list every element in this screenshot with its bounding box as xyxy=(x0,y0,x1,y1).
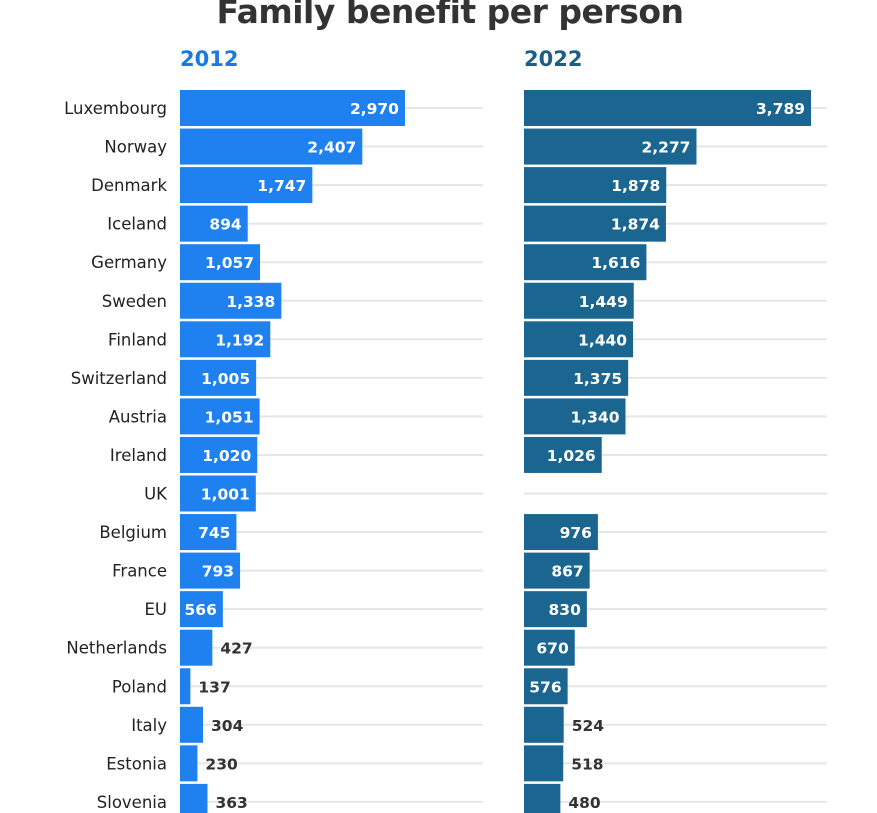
data-label: 793 xyxy=(202,563,234,581)
category-label: France xyxy=(112,562,167,581)
data-label: 518 xyxy=(571,755,603,773)
bar-2022 xyxy=(524,436,602,473)
bar-2022 xyxy=(524,398,626,435)
bar-2012 xyxy=(180,436,258,473)
bar-2022 xyxy=(524,244,647,281)
data-label: 304 xyxy=(211,717,244,735)
bar-2012 xyxy=(180,244,261,281)
data-label: 566 xyxy=(185,601,217,619)
data-label: 670 xyxy=(536,640,569,658)
bar-2012 xyxy=(180,783,208,813)
data-label: 230 xyxy=(205,755,238,773)
data-label: 1,020 xyxy=(202,447,251,465)
data-label: 1,338 xyxy=(226,293,275,311)
bar-2012 xyxy=(180,205,248,242)
bar-2022 xyxy=(524,552,590,589)
category-label: Slovenia xyxy=(97,793,167,812)
bar-2012 xyxy=(180,629,213,666)
bar-2012 xyxy=(180,282,282,319)
data-label: 745 xyxy=(198,524,230,542)
data-label: 1,340 xyxy=(570,408,619,426)
data-label: 2,277 xyxy=(641,139,690,157)
data-label: 1,375 xyxy=(573,370,622,388)
category-label: Austria xyxy=(109,407,167,426)
data-label: 363 xyxy=(215,794,247,812)
bar-2022 xyxy=(524,128,697,165)
bar-2012 xyxy=(180,167,313,204)
bar-2012 xyxy=(180,90,405,126)
category-label: Estonia xyxy=(106,754,167,773)
data-label: 1,005 xyxy=(201,370,250,388)
category-label: Norway xyxy=(104,138,167,157)
category-label: Denmark xyxy=(91,176,167,195)
data-label: 480 xyxy=(568,794,601,812)
bar-2022 xyxy=(524,668,568,705)
data-label: 3,789 xyxy=(756,100,805,118)
data-label: 1,192 xyxy=(215,331,264,349)
data-label: 2,407 xyxy=(307,139,356,157)
category-label: UK xyxy=(144,485,168,504)
bar-2012 xyxy=(180,745,198,782)
bar-2022 xyxy=(524,167,667,204)
data-label: 1,057 xyxy=(205,254,254,272)
category-label: Ireland xyxy=(110,446,167,465)
data-label: 1,449 xyxy=(579,293,628,311)
bar-2022 xyxy=(524,514,598,551)
data-label: 524 xyxy=(572,717,605,735)
category-label: Iceland xyxy=(107,215,167,234)
bar-2012 xyxy=(180,398,260,435)
data-label: 1,440 xyxy=(578,331,627,349)
category-label: Germany xyxy=(91,253,167,272)
bar-2022 xyxy=(524,90,812,126)
bar-2012 xyxy=(180,668,191,705)
bar-2022 xyxy=(524,783,561,813)
data-label: 867 xyxy=(551,563,583,581)
data-label: 1,051 xyxy=(205,408,254,426)
bar-2012 xyxy=(180,706,204,743)
data-label: 1,026 xyxy=(547,447,596,465)
category-label: Finland xyxy=(108,330,167,349)
bar-2012 xyxy=(180,321,271,358)
panel-title-2012: 2012 xyxy=(180,47,239,71)
category-label: EU xyxy=(144,600,167,619)
bar-2012 xyxy=(180,552,241,589)
bar-2012 xyxy=(180,128,363,165)
bar-2022 xyxy=(524,205,666,242)
bar-2012 xyxy=(180,514,237,551)
data-label: 1,874 xyxy=(611,216,660,234)
panel-title-2022: 2022 xyxy=(524,47,583,71)
data-label: 2,970 xyxy=(350,100,399,118)
bar-2022 xyxy=(524,321,634,358)
data-label: 976 xyxy=(560,524,592,542)
bar-2012 xyxy=(180,475,256,512)
data-label: 427 xyxy=(220,640,252,658)
category-label: Netherlands xyxy=(66,639,167,658)
chart-title: Family benefit per person xyxy=(216,0,684,31)
data-label: 576 xyxy=(529,678,561,696)
category-label: Switzerland xyxy=(71,369,167,388)
category-label: Luxembourg xyxy=(64,99,167,118)
data-label: 830 xyxy=(549,601,582,619)
data-label: 1,878 xyxy=(611,177,660,195)
bar-2022 xyxy=(524,706,564,743)
category-label: Sweden xyxy=(102,292,167,311)
bar-2022 xyxy=(524,359,629,396)
data-label: 137 xyxy=(198,678,230,696)
bar-2022 xyxy=(524,629,575,666)
bar-2022 xyxy=(524,282,634,319)
category-label: Italy xyxy=(131,716,167,735)
bar-2022 xyxy=(524,591,587,628)
data-label: 894 xyxy=(209,216,242,234)
bar-2022 xyxy=(524,745,564,782)
data-label: 1,001 xyxy=(201,486,250,504)
data-label: 1,747 xyxy=(257,177,306,195)
data-label: 1,616 xyxy=(591,254,640,272)
bar-2012 xyxy=(180,591,223,628)
bar-2012 xyxy=(180,359,257,396)
category-label: Poland xyxy=(112,677,167,696)
category-label: Belgium xyxy=(99,523,167,542)
